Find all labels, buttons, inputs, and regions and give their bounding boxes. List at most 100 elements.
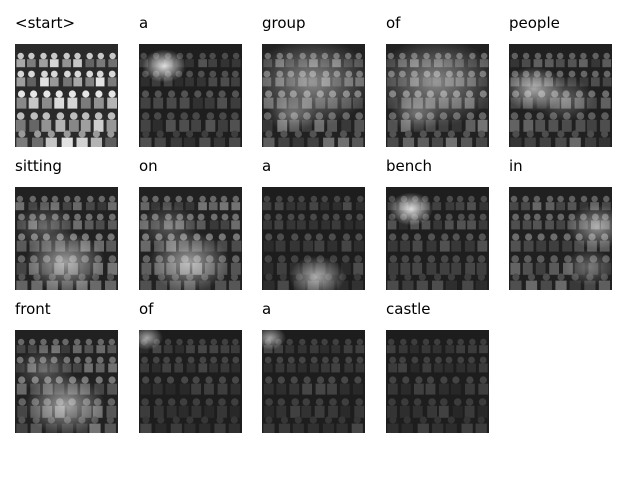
photo-figure-body	[67, 97, 78, 109]
photo-figure-head	[78, 130, 86, 138]
photo-figure-head	[107, 112, 116, 120]
attention-map-image	[262, 187, 365, 290]
photo-figure-body	[49, 59, 59, 68]
photo-figure-head	[34, 130, 42, 138]
photo-figure-head	[50, 70, 58, 78]
photo-figure-body	[94, 97, 104, 109]
photo-figure-head	[81, 112, 90, 120]
caption-word-label: sitting	[15, 157, 62, 175]
attention-map-image	[509, 187, 612, 290]
photo-figure-head	[41, 70, 48, 78]
photo-figure-head	[74, 70, 82, 78]
photo-figure-head	[47, 130, 55, 138]
photo-figure-body	[85, 77, 95, 87]
caption-word-label: on	[139, 157, 158, 175]
photo-figure-body	[16, 137, 28, 147]
photo-figure-head	[63, 52, 70, 60]
photo-figure-head	[40, 52, 47, 60]
photo-figure-body	[27, 77, 36, 87]
thumbnail-svg	[262, 330, 365, 433]
photo-figure-body	[27, 59, 36, 68]
caption-word-label: people	[509, 14, 560, 32]
photo-figure-head	[28, 52, 35, 60]
photo-figure-body	[106, 119, 117, 132]
photo-figure-body	[107, 77, 117, 87]
photo-figure-head	[30, 90, 38, 98]
photo-figure-head	[82, 90, 90, 98]
photo-figure-head	[68, 90, 76, 98]
thumbnail-svg	[509, 187, 612, 290]
photo-figure-body	[54, 97, 65, 109]
photo-figure-head	[16, 112, 25, 120]
attention-highlight	[142, 49, 186, 83]
photo-figure-body	[42, 97, 52, 109]
photo-figure-body	[29, 119, 40, 132]
caption-word-label: front	[15, 300, 51, 318]
photo-figure-body	[90, 137, 102, 147]
caption-word-label: a	[262, 157, 272, 175]
photo-figure-head	[92, 130, 100, 138]
attention-map-image	[139, 187, 242, 290]
photo-figure-body	[61, 137, 73, 147]
photo-figure-body	[39, 59, 48, 68]
attention-highlight	[534, 76, 594, 122]
photo-figure-body	[40, 77, 49, 87]
photo-figure-body	[95, 77, 105, 87]
attention-map-image	[386, 330, 489, 433]
photo-figure-head	[108, 90, 116, 98]
attention-map-image	[15, 330, 118, 433]
photo-figure-head	[96, 70, 104, 78]
photo-figure-body	[108, 59, 117, 68]
attention-map-image	[139, 330, 242, 433]
photo-figure-body	[62, 59, 71, 68]
photo-figure-head	[55, 90, 63, 98]
photo-figure-body	[45, 137, 57, 147]
photo-figure-body	[32, 137, 44, 147]
photo-figure-head	[17, 90, 26, 98]
photo-figure-body	[16, 97, 27, 109]
photo-figure-head	[70, 112, 78, 120]
photo-figure-body	[55, 119, 66, 132]
attention-dim-overlay	[386, 330, 489, 433]
photo-figure-head	[64, 70, 71, 78]
photo-figure-body	[49, 77, 59, 87]
attention-highlight	[262, 330, 286, 350]
caption-word-label: castle	[386, 300, 431, 318]
caption-word-label: a	[139, 14, 149, 32]
photo-figure-body	[76, 137, 88, 147]
attention-highlight	[564, 248, 612, 286]
photo-figure-head	[42, 112, 51, 120]
photo-figure-head	[17, 52, 24, 60]
caption-word-label: <start>	[15, 14, 76, 32]
photo-figure-body	[96, 59, 106, 68]
thumbnail-svg	[386, 44, 489, 147]
photo-figure-head	[18, 130, 26, 138]
photo-figure-body	[63, 77, 72, 87]
attention-highlight	[389, 192, 433, 226]
attention-highlight	[15, 204, 75, 250]
source-photo-image	[15, 44, 118, 147]
photo-figure-body	[69, 119, 79, 132]
thumbnail-svg	[262, 44, 365, 147]
photo-figure-body	[105, 137, 117, 147]
attention-map-image	[386, 187, 489, 290]
caption-word-label: group	[262, 14, 306, 32]
photo-figure-head	[109, 52, 116, 60]
photo-figure-body	[80, 97, 91, 109]
photo-figure-body	[73, 59, 82, 68]
thumbnail-svg	[139, 44, 242, 147]
attention-map-image	[262, 44, 365, 147]
caption-word-label: a	[262, 300, 272, 318]
photo-figure-head	[17, 70, 25, 78]
photo-figure-body	[85, 59, 95, 68]
photo-figure-head	[94, 112, 103, 120]
photo-figure-head	[43, 90, 51, 98]
attention-highlight	[267, 95, 317, 133]
thumbnail-svg	[386, 330, 489, 433]
thumbnail-svg	[139, 187, 242, 290]
thumbnail-svg	[139, 330, 242, 433]
attention-map-image	[386, 44, 489, 147]
photo-figure-head	[108, 70, 116, 78]
attention-map-image	[15, 187, 118, 290]
photo-figure-body	[93, 119, 104, 132]
